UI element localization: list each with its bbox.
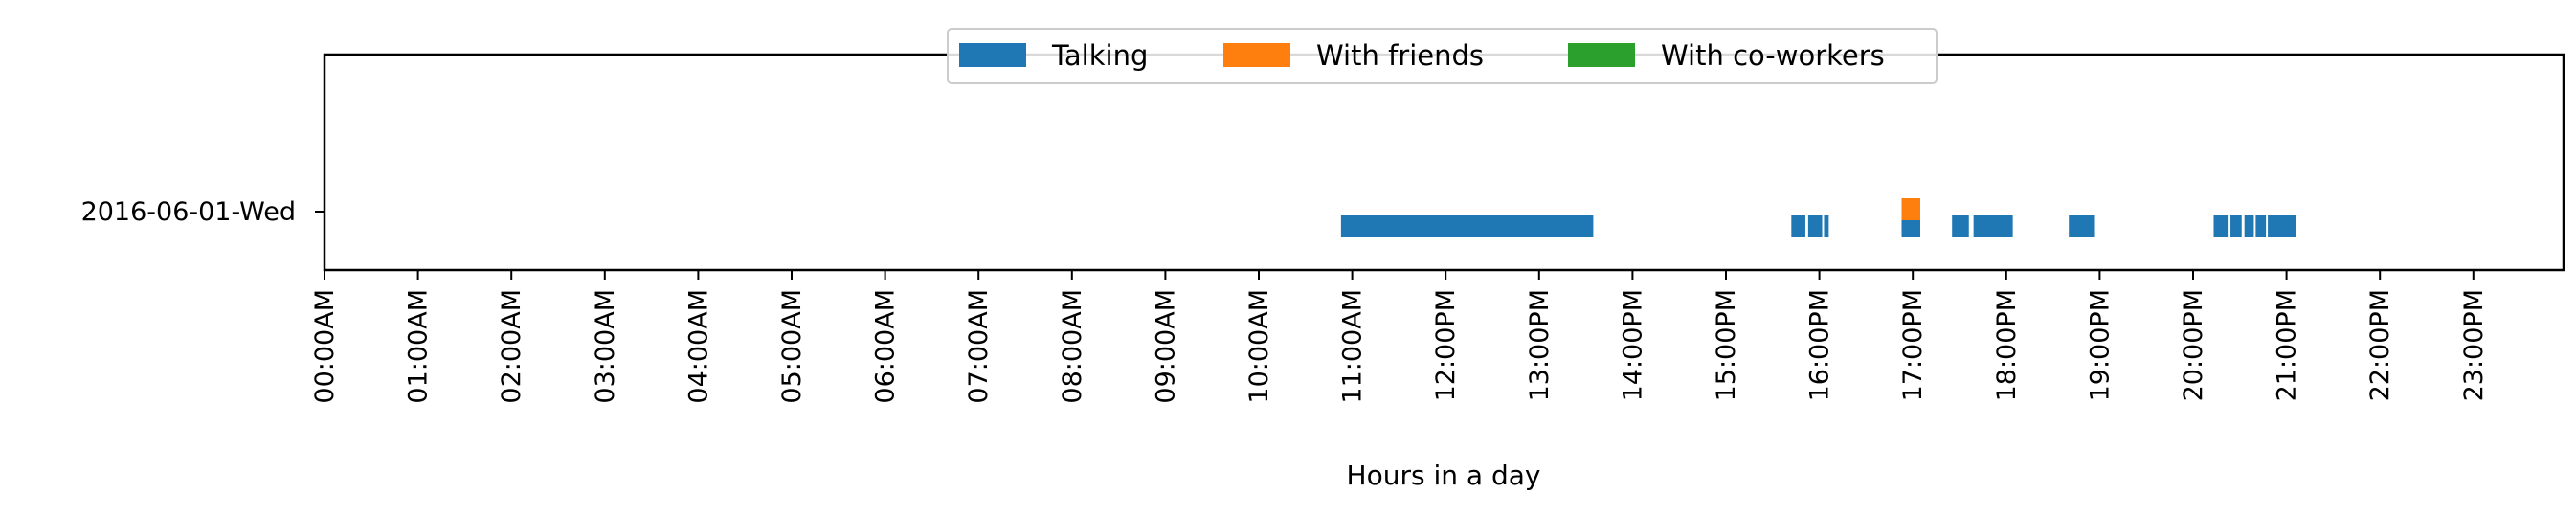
legend-swatch bbox=[1223, 43, 1290, 67]
legend-label: Talking bbox=[1051, 39, 1148, 72]
x-tick-label: 16:00PM bbox=[1805, 289, 1835, 401]
x-tick-label: 17:00PM bbox=[1898, 289, 1928, 401]
x-tick-label: 15:00PM bbox=[1712, 289, 1741, 401]
x-tick-label: 21:00PM bbox=[2273, 289, 2302, 401]
x-axis: 00:00AM 01:00AM 02:00AM 03:00AM 04:00AM 05:00… bbox=[310, 270, 2489, 404]
activity-bar bbox=[1824, 215, 1829, 237]
activity-bar bbox=[2255, 215, 2267, 237]
activity-bar bbox=[1901, 215, 1921, 237]
legend-box bbox=[947, 28, 1938, 84]
legend-swatch bbox=[959, 43, 1026, 67]
x-tick-label: 12:00PM bbox=[1431, 289, 1461, 401]
x-tick-label: 23:00PM bbox=[2459, 289, 2489, 401]
x-axis-label: Hours in a day bbox=[1347, 460, 1541, 491]
y-axis: 2016-06-01-Wed bbox=[81, 197, 325, 227]
x-tick-label: 06:00AM bbox=[871, 289, 901, 404]
x-tick-label: 14:00PM bbox=[1618, 289, 1647, 401]
legend-label: With friends bbox=[1316, 39, 1484, 72]
activity-bar bbox=[1973, 215, 2013, 237]
activity-bar bbox=[1901, 198, 1921, 220]
x-tick-label: 13:00PM bbox=[1525, 289, 1555, 401]
activity-bar bbox=[1791, 215, 1805, 237]
y-tick-label: 2016-06-01-Wed bbox=[81, 197, 296, 227]
legend: Talking With friends With co-workers bbox=[947, 28, 1938, 84]
activity-bar bbox=[2069, 215, 2095, 237]
x-tick-label: 09:00AM bbox=[1151, 289, 1180, 404]
x-tick-label: 18:00PM bbox=[1992, 289, 2022, 401]
x-tick-label: 19:00PM bbox=[2085, 289, 2115, 401]
activity-bar bbox=[2230, 215, 2242, 237]
bars-layer bbox=[1340, 198, 2296, 237]
x-tick-label: 22:00PM bbox=[2365, 289, 2395, 401]
legend-label: With co-workers bbox=[1661, 39, 1885, 72]
x-tick-label: 04:00AM bbox=[683, 289, 713, 404]
x-tick-label: 00:00AM bbox=[310, 289, 340, 404]
x-tick-label: 11:00AM bbox=[1338, 289, 1368, 404]
x-tick-label: 03:00AM bbox=[591, 289, 620, 404]
axes-frame bbox=[323, 53, 2565, 272]
activity-bar bbox=[1807, 215, 1823, 237]
activity-bar bbox=[1340, 215, 1594, 237]
x-tick-label: 05:00AM bbox=[777, 289, 807, 404]
x-tick-label: 07:00AM bbox=[964, 289, 994, 404]
activity-bar bbox=[2268, 215, 2296, 237]
legend-swatch bbox=[1568, 43, 1635, 67]
activity-bar bbox=[2213, 215, 2229, 237]
x-tick-label: 01:00AM bbox=[404, 289, 434, 404]
activity-bar bbox=[2244, 215, 2254, 237]
x-tick-label: 20:00PM bbox=[2179, 289, 2208, 401]
activity-bar bbox=[1952, 215, 1969, 237]
x-tick-label: 10:00AM bbox=[1244, 289, 1274, 404]
x-tick-label: 08:00AM bbox=[1058, 289, 1087, 404]
plot-area bbox=[323, 53, 2565, 272]
x-tick-label: 02:00AM bbox=[497, 289, 526, 404]
